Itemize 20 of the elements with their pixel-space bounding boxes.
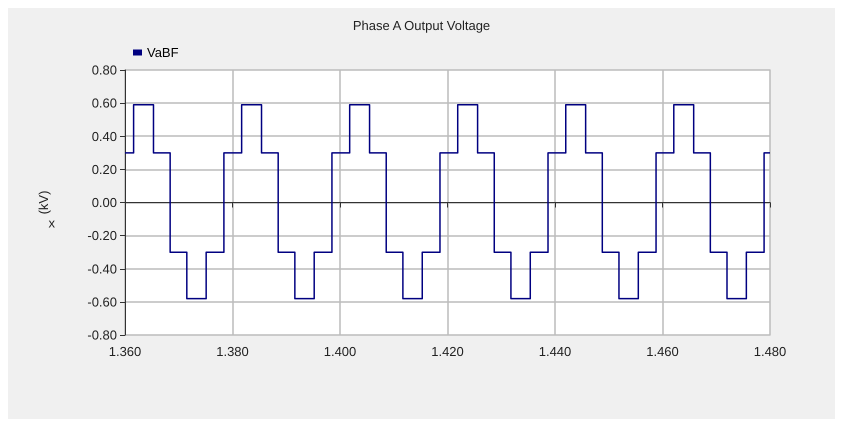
y-tick-label: 0.60 xyxy=(92,96,117,111)
y-tick-label: 0.00 xyxy=(92,195,117,210)
y-axis-title: (kV) xyxy=(36,190,51,214)
x-tick-label: 1.420 xyxy=(431,344,464,359)
x-tick-label: 1.360 xyxy=(108,344,142,359)
x-tick-label: 1.440 xyxy=(538,344,572,359)
x-tick-label: 1.380 xyxy=(216,344,249,359)
x-axis-title: x xyxy=(48,216,56,230)
y-tick-label: -0.80 xyxy=(87,328,117,342)
y-tick-label: 0.80 xyxy=(92,62,117,78)
y-tick-label: -0.40 xyxy=(87,261,117,276)
x-tick-label: 1.460 xyxy=(646,344,679,359)
y-tick-label: -0.60 xyxy=(87,294,117,310)
x-tick-label: 1.480 xyxy=(754,344,786,359)
y-tick-label: 0.40 xyxy=(92,128,117,144)
y-tick-label: 0.20 xyxy=(92,162,117,177)
y-tick-label: -0.20 xyxy=(87,228,117,244)
x-tick-label: 1.400 xyxy=(324,344,356,359)
legend-label: VaBF xyxy=(147,45,179,60)
chart-title: Phase A Output Voltage xyxy=(352,18,490,33)
